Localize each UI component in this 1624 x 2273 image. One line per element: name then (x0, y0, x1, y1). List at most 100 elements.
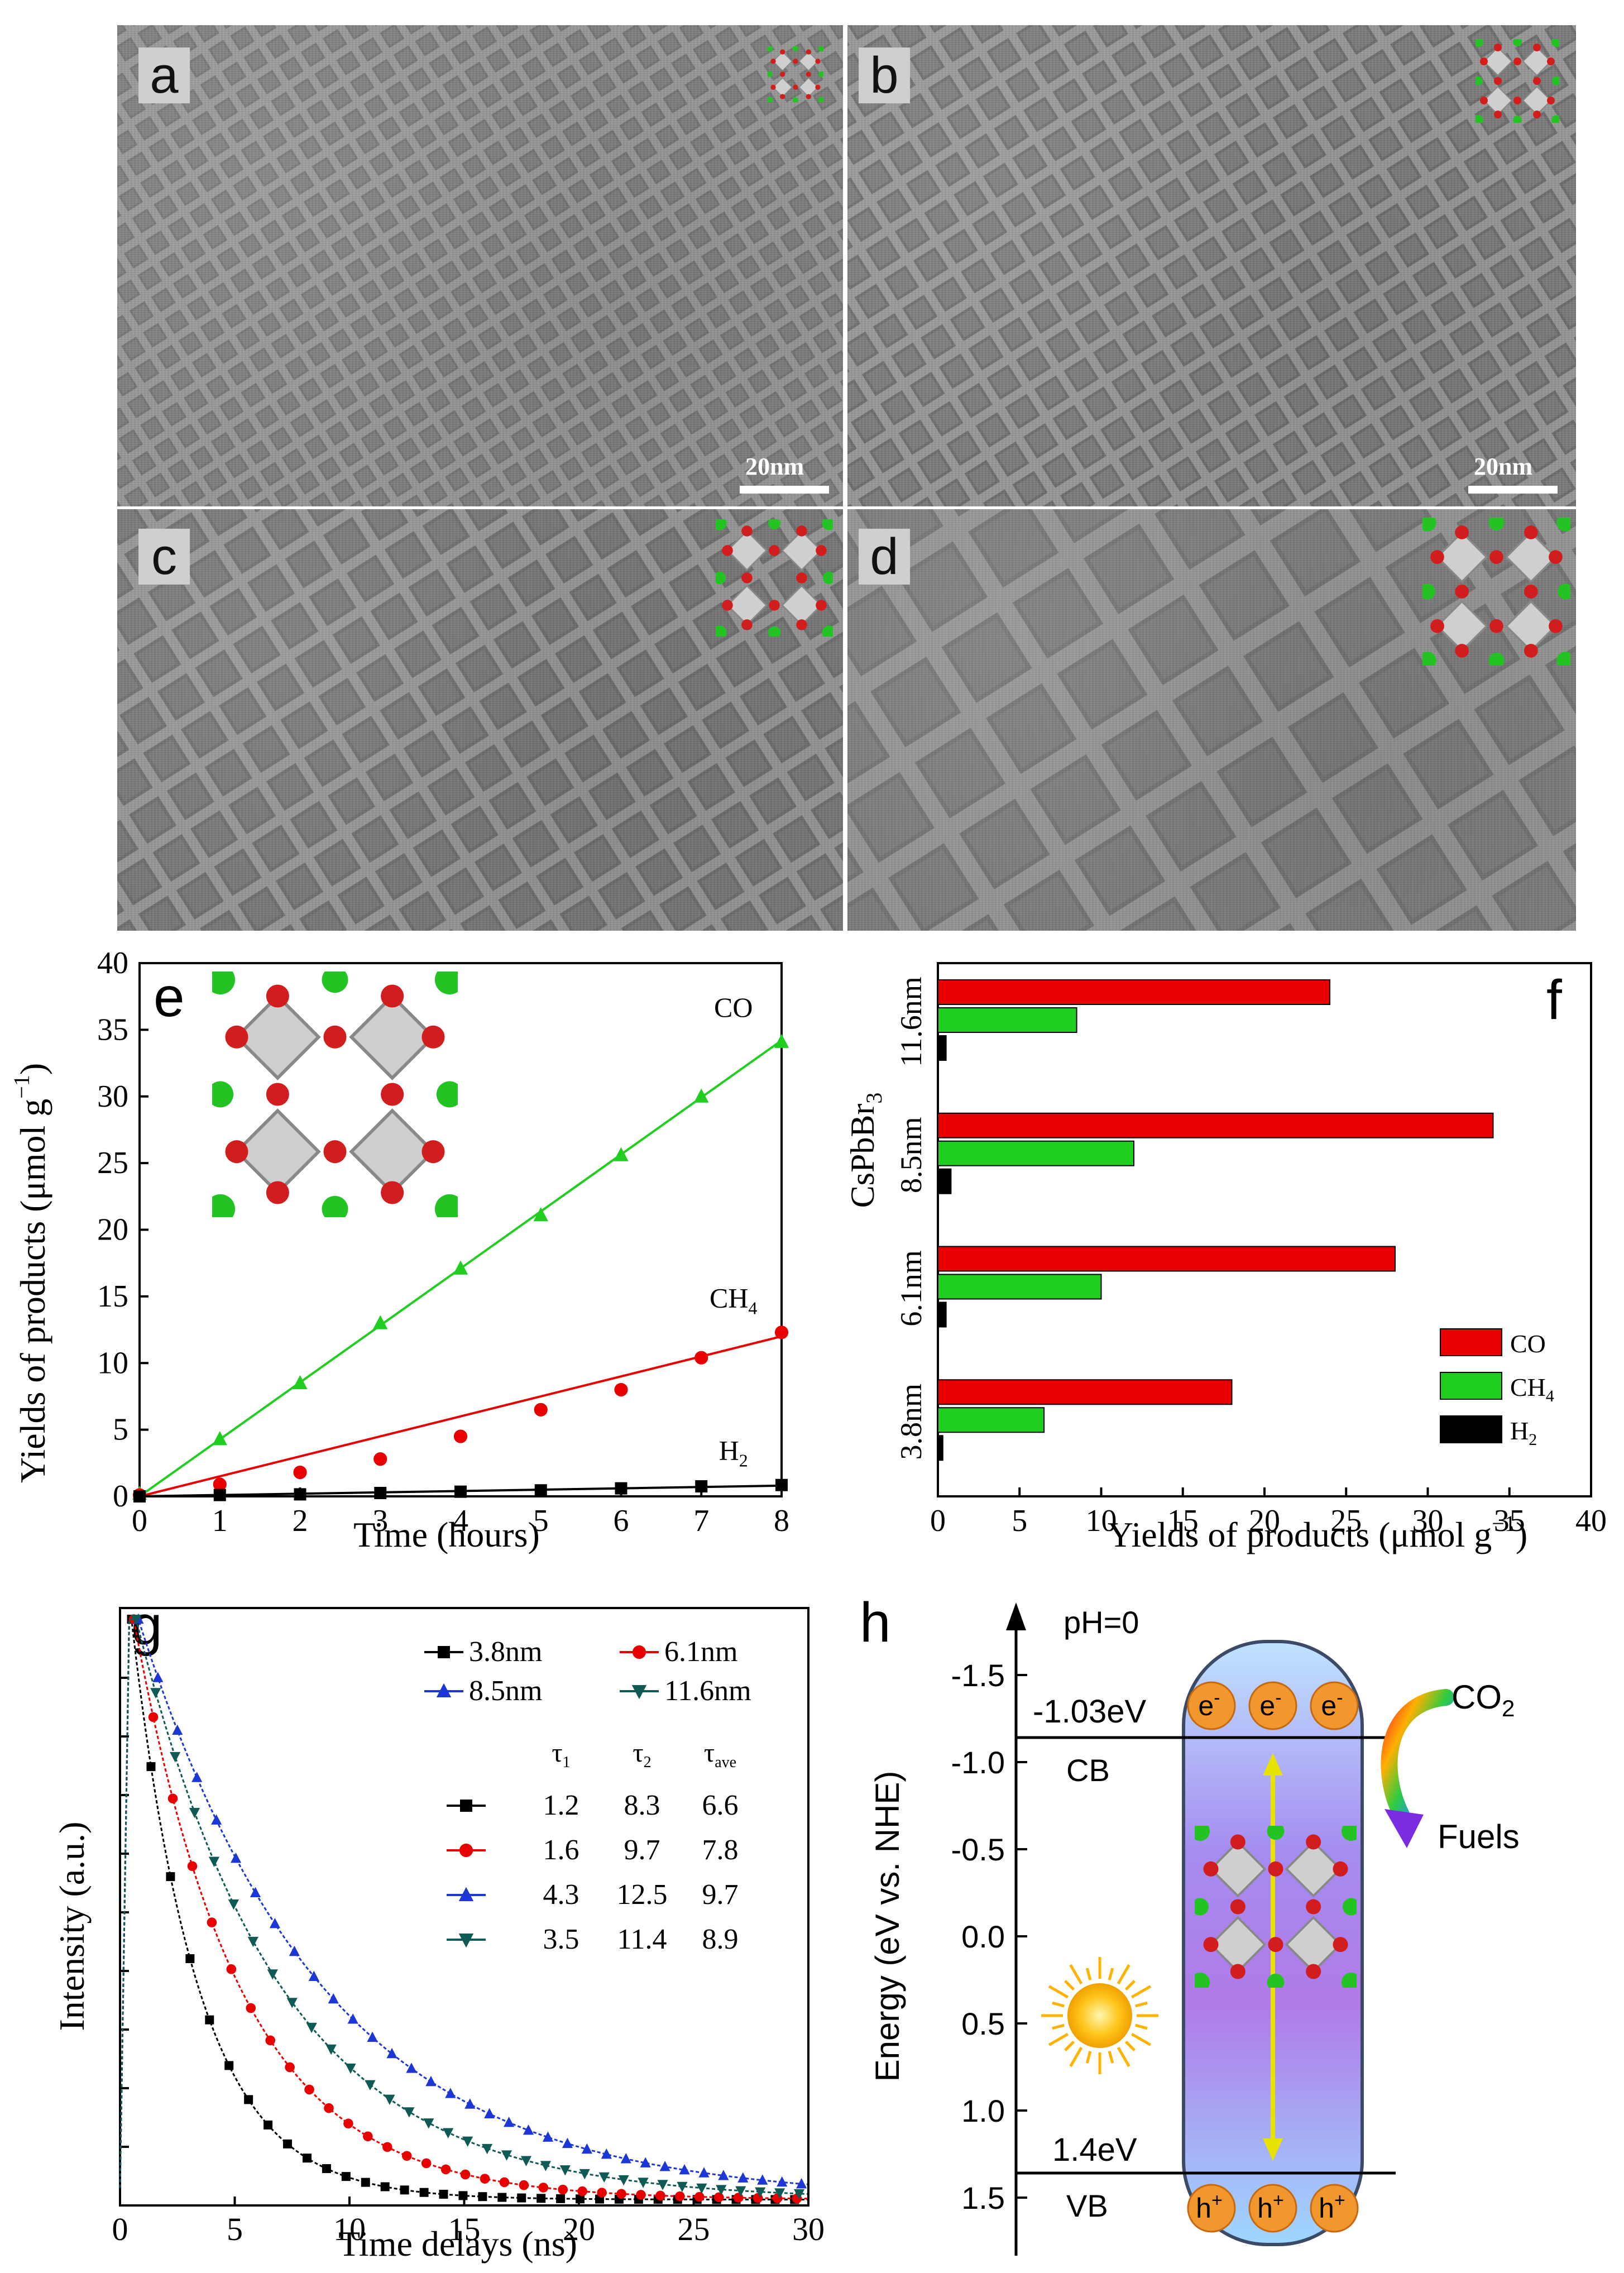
h-vb-value: 1.4eV (1052, 2132, 1137, 2168)
e-data-point (694, 1088, 709, 1103)
e-series-label-main: CH (710, 1282, 748, 1313)
g-data-point (519, 2180, 529, 2190)
e-data-point (373, 1452, 387, 1466)
f-legend-label-sub: 4 (1546, 1387, 1554, 1405)
g-data-point (172, 1724, 183, 1735)
g-data-point (207, 1917, 217, 1927)
g-data-point (713, 2192, 724, 2203)
h-hole-label-main: h (1319, 2193, 1334, 2224)
g-table-header: τave (704, 1738, 736, 1771)
f-x-tick-label: 35 (1494, 1504, 1525, 1538)
e-series-label-sub: 2 (739, 1451, 748, 1471)
h-cb-value: -1.03eV (1033, 1693, 1146, 1730)
g-data-point (384, 2094, 395, 2105)
panel-label-a: a (138, 47, 190, 103)
e-data-point (293, 1375, 308, 1390)
e-y-axis-label-end: ) (13, 1063, 52, 1075)
e-series-label-main: CO (714, 992, 753, 1023)
f-legend-label-main: CH (1510, 1373, 1546, 1401)
h-hole-label-sup: + (1211, 2190, 1223, 2211)
f-x-axis-label: Yields of products (μmol g−1) (1108, 1511, 1527, 1554)
e-y-tick-label: 25 (97, 1146, 128, 1180)
e-data-point (774, 1033, 789, 1048)
g-data-point (657, 2180, 668, 2190)
g-data-point (618, 2175, 629, 2186)
h-co2-main: CO (1451, 1678, 1502, 1716)
panel-label-e: e (154, 966, 185, 1028)
sun-ray (1117, 1964, 1130, 1985)
f-legend-label: CO (1510, 1329, 1546, 1358)
e-y-tick-label: 40 (97, 946, 128, 980)
e-x-tick-label: 3 (372, 1504, 388, 1538)
f-x-tick-label: 20 (1249, 1504, 1280, 1538)
f-legend-label-sub: 2 (1529, 1430, 1537, 1449)
e-x-tick-label: 2 (293, 1504, 308, 1538)
scale-bar-label-a: 20nm (745, 453, 804, 480)
g-data-point (579, 2169, 590, 2180)
g-data-point (796, 2178, 807, 2189)
g-x-tick-label: 20 (563, 2211, 595, 2247)
g-data-point (224, 2061, 234, 2070)
g-table-cell: 8.3 (624, 1789, 660, 1821)
g-data-point (460, 2169, 471, 2180)
g-data-point (640, 2157, 651, 2167)
f-bar (937, 1274, 1102, 1300)
e-data-point (374, 1487, 387, 1500)
g-legend-marker (436, 1683, 452, 1697)
e-data-point (212, 1431, 227, 1446)
g-data-point (616, 2189, 626, 2199)
e-data-point (453, 1429, 468, 1443)
g-data-point (597, 2188, 607, 2198)
panel-label-b: b (859, 47, 910, 103)
e-x-tick-label: 4 (453, 1504, 468, 1538)
f-bar (937, 1007, 1077, 1033)
e-y-tick-label: 20 (97, 1213, 128, 1247)
g-data-point (363, 2131, 373, 2142)
f-x-tick-label: 10 (1086, 1504, 1117, 1538)
g-data-point (421, 2158, 432, 2169)
g-data-point (581, 2143, 592, 2154)
g-data-point (559, 2165, 571, 2176)
e-data-point (695, 1480, 708, 1493)
e-data-point (294, 1488, 306, 1501)
e-x-tick-label: 5 (533, 1504, 549, 1538)
g-data-point (482, 2143, 493, 2155)
g-data-point (189, 1808, 200, 1819)
h-vb-label: VB (1066, 2188, 1108, 2223)
h-ph-label: pH=0 (1063, 1605, 1139, 1640)
h-hole-label-main: h (1257, 2193, 1273, 2224)
f-x-axis-label-main: Yields of products (μmol g (1108, 1515, 1492, 1554)
e-data-point (213, 1477, 227, 1491)
g-legend-label: 6.1nm (664, 1636, 737, 1668)
g-data-point (659, 2161, 670, 2171)
h-rainbow-arrow (1381, 1689, 1454, 1823)
g-data-point (419, 2188, 429, 2197)
f-bar (937, 1035, 947, 1061)
e-data-point (534, 1484, 547, 1497)
sun-ray (1069, 2046, 1083, 2068)
g-data-point (302, 2154, 312, 2163)
g-table-marker (460, 1800, 472, 1812)
h-electron-label-main: e (1259, 1690, 1275, 1721)
g-legend-marker (438, 1646, 450, 1658)
h-y-tick-label: 1.0 (961, 2093, 1005, 2128)
h-y-axis-label: Energy (eV vs. NHE) (869, 1771, 906, 2082)
g-x-tick-label: 0 (112, 2211, 128, 2247)
crystal-inset-c (716, 519, 833, 637)
h-electron-label: e- (1321, 1687, 1343, 1721)
g-data-point (777, 2176, 788, 2187)
g-x-tick-label: 15 (448, 2211, 481, 2247)
g-table-cell: 3.5 (543, 1923, 579, 1955)
g-data-point (386, 2047, 397, 2059)
sun-ray (1085, 2051, 1092, 2064)
f-bar (937, 1112, 1494, 1138)
g-x-tick-label: 30 (792, 2211, 825, 2247)
g-data-point (542, 2131, 554, 2142)
g-legend-label: 11.6nm (664, 1675, 751, 1707)
e-y-tick-label: 0 (113, 1479, 128, 1514)
f-bar (937, 1407, 1045, 1433)
g-data-point (247, 1936, 258, 1947)
g-data-point (737, 2172, 749, 2183)
e-data-point (213, 1489, 226, 1501)
